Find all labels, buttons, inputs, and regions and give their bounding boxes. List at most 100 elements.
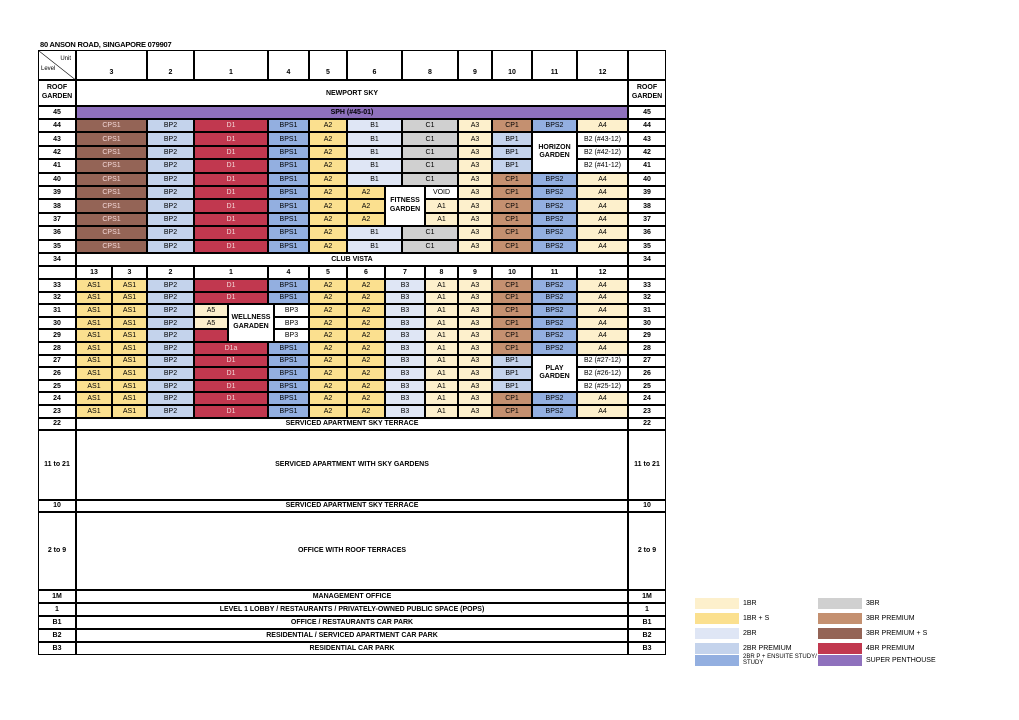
level-label: B1 (38, 615, 76, 629)
unit-cell: A1 (425, 405, 458, 418)
unit-cell: BPS2 (532, 329, 577, 342)
unit-cell: D1 (194, 119, 268, 133)
level-label: 26 (38, 367, 76, 380)
unit-cell: D1 (194, 379, 268, 393)
unit-cell: CPS1 (76, 132, 147, 146)
unit-column-header: 10 (492, 50, 532, 80)
unit-cell: AS1 (76, 342, 112, 355)
level-label: 28 (628, 342, 666, 355)
level-label: 37 (38, 212, 76, 227)
unit-cell: BP1 (492, 159, 532, 173)
unit-cell: B3 (385, 316, 425, 330)
unit-cell: C1 (402, 159, 458, 173)
unit-cell: A1 (425, 316, 458, 330)
unit-cell: A3 (458, 119, 492, 133)
unit-cell: BP1 (492, 354, 532, 368)
level-label: 39 (628, 186, 666, 200)
level-label: 42 (628, 145, 666, 160)
unit-cell: BP3 (274, 316, 309, 330)
unit-cell: A2 (347, 392, 385, 405)
unit-cell: A1 (425, 342, 458, 355)
unit-cell: D1 (194, 367, 268, 380)
legend-label: 3BR PREMIUM + S (866, 630, 928, 637)
unit-cell: B2 (#27-12) (577, 354, 628, 368)
unit-cell: B1 (347, 145, 402, 160)
unit-cell: CPS1 (76, 119, 147, 133)
unit-cell: AS1 (112, 329, 147, 342)
club-vista-label: CLUB VISTA (76, 253, 628, 266)
unit-cell: D1a (194, 342, 268, 355)
unit-cell: AS1 (112, 379, 147, 393)
horizon-garden-label: HORIZON GARDEN (532, 132, 577, 173)
level-label: 1M (38, 589, 76, 603)
legend-swatch (695, 628, 739, 639)
level-label: 40 (38, 172, 76, 186)
diagonal-divider (39, 51, 75, 79)
unit-cell: A2 (347, 342, 385, 355)
unit-column-header: 3 (76, 50, 147, 80)
unit-cell: BP2 (147, 172, 194, 186)
unit-cell: BPS1 (268, 119, 309, 133)
unit-cell: A3 (458, 342, 492, 355)
unit-cell: BP1 (492, 379, 532, 393)
level-label: 33 (628, 279, 666, 292)
unit-cell: AS1 (76, 316, 112, 330)
unit-column-header: 3 (112, 266, 147, 279)
unit-cell: A1 (425, 379, 458, 393)
unit-cell: BPS2 (532, 405, 577, 418)
level-label: 27 (628, 354, 666, 368)
podium-use-label: MANAGEMENT OFFICE (76, 589, 628, 603)
unit-cell: A4 (577, 212, 628, 227)
unit-cell: D1 (194, 291, 268, 305)
unit-cell: A4 (577, 304, 628, 317)
podium-use-label: SERVICED APARTMENT WITH SKY GARDENS (76, 429, 628, 500)
unit-cell: BP1 (492, 132, 532, 146)
podium-use-label: SERVICED APARTMENT SKY TERRACE (76, 499, 628, 512)
unit-cell: D1 (194, 186, 268, 200)
unit-cell: B3 (385, 342, 425, 355)
unit-cell: A3 (458, 199, 492, 213)
podium-use-label: OFFICE WITH ROOF TERRACES (76, 511, 628, 590)
unit-cell: BP2 (147, 199, 194, 213)
unit-cell: A2 (347, 367, 385, 380)
level-label: B1 (628, 615, 666, 629)
unit-cell: AS1 (76, 354, 112, 368)
unit-cell: A3 (458, 329, 492, 342)
unit-cell: A5 (194, 316, 228, 330)
unit-column-header: 11 (532, 266, 577, 279)
unit-cell: BPS2 (532, 304, 577, 317)
legend-swatch (818, 655, 862, 666)
level-label: 22 (628, 417, 666, 430)
unit-cell: C1 (402, 132, 458, 146)
roof-garden-right-label: ROOF GARDEN (628, 80, 666, 106)
level-label: B2 (38, 628, 76, 642)
unit-cell: BPS2 (532, 342, 577, 355)
podium-use-label: RESIDENTIAL CAR PARK (76, 641, 628, 655)
unit-cell: BPS1 (268, 342, 309, 355)
legend-swatch (818, 613, 862, 624)
legend-swatch (695, 655, 739, 666)
unit-cell: AS1 (112, 342, 147, 355)
unit-cell: BPS1 (268, 132, 309, 146)
unit-cell: A2 (347, 291, 385, 305)
level-label: Level (41, 66, 56, 72)
unit-cell: AS1 (112, 279, 147, 292)
unit-cell: A3 (458, 186, 492, 200)
unit-cell: A3 (458, 226, 492, 240)
unit-cell: BP2 (147, 304, 194, 317)
unit-cell: C1 (402, 145, 458, 160)
unit-cell: A3 (458, 172, 492, 186)
unit-cell: B3 (385, 379, 425, 393)
unit-cell: A2 (309, 159, 347, 173)
unit-cell: CP1 (492, 392, 532, 405)
unit-cell: A2 (347, 354, 385, 368)
unit-cell: D1 (194, 132, 268, 146)
unit-cell: A3 (458, 304, 492, 317)
unit-cell: A3 (458, 212, 492, 227)
level-label: 38 (628, 199, 666, 213)
unit-label: Unit (60, 56, 71, 62)
unit-cell: BP2 (147, 316, 194, 330)
unit-column-header: 9 (458, 266, 492, 279)
unit-cell: A2 (309, 367, 347, 380)
unit-cell: BP2 (147, 212, 194, 227)
